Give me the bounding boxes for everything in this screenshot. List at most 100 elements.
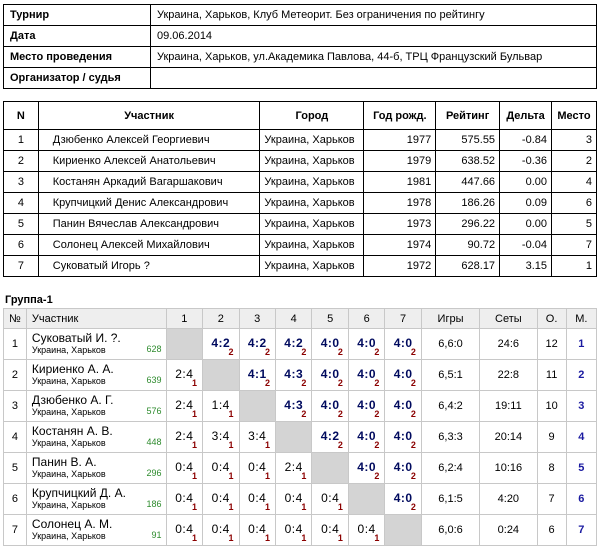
group-points: 11 (536, 359, 567, 391)
match-score: 0:4 (211, 491, 230, 505)
group-diagonal-cell (384, 514, 422, 546)
group-points: 12 (536, 328, 567, 360)
participant-rating: 638.52 (435, 150, 501, 172)
participant-year: 1972 (363, 255, 437, 277)
participant-city: Украина, Харьков (259, 192, 365, 214)
match-score: 4:0 (357, 429, 377, 443)
match-points: 1 (264, 502, 270, 512)
match-result-cell: 2:4 1 (165, 390, 204, 422)
match-result-cell: 4:0 2 (384, 452, 422, 484)
group-diagonal-cell (238, 390, 276, 422)
participants-header: N (3, 101, 39, 130)
match-score: 0:4 (211, 460, 230, 474)
match-points: 2 (337, 440, 343, 450)
match-points: 1 (228, 533, 234, 543)
group-row-n: 3 (3, 390, 27, 422)
participants-header: Дельта (499, 101, 552, 130)
group-sets: 0:24 (479, 514, 538, 546)
info-row: Организатор / судья (3, 67, 597, 89)
group-games: 6,2:4 (420, 452, 481, 484)
participant-n: 2 (3, 150, 39, 172)
group-row-n: 7 (3, 514, 27, 546)
group-row: 5 Панин В. А. Украина, Харьков 296 0:4 1 0:4 1 0… (3, 452, 598, 484)
match-points: 2 (337, 409, 343, 419)
participants-header: Место (551, 101, 597, 130)
group-place: 2 (565, 359, 598, 391)
participant-delta: 0.00 (499, 171, 552, 193)
participant-year: 1974 (363, 234, 437, 256)
match-points: 2 (410, 409, 416, 419)
match-score: 2:4 (175, 429, 194, 443)
group-row-n: 6 (3, 483, 27, 515)
participant-year: 1977 (363, 129, 437, 151)
match-result-cell: 3:4 1 (238, 421, 276, 453)
match-score: 4:0 (393, 491, 413, 505)
match-points: 1 (228, 409, 234, 419)
group-player-city: Украина, Харьков (31, 438, 106, 448)
group-player-city: Украина, Харьков (31, 531, 106, 541)
participant-rating: 575.55 (435, 129, 501, 151)
group-sets: 22:8 (479, 359, 538, 391)
group-player-name: Панин В. А. (31, 455, 97, 469)
match-result-cell: 0:4 1 (238, 452, 276, 484)
group-place: 6 (565, 483, 598, 515)
group-row-n: 1 (3, 328, 27, 360)
info-value: Украина, Харьков, ул.Академика Павлова, … (150, 46, 597, 68)
group-diagonal-cell (274, 421, 313, 453)
group-header-sets: Сеты (479, 308, 538, 329)
group-player-name: Дзюбенко А. Г. (31, 393, 114, 407)
match-result-cell: 4:0 2 (347, 421, 386, 453)
group-player-rating: 296 (146, 468, 162, 478)
match-points: 2 (410, 378, 416, 388)
group-player-name: Суковатый И. ?. (31, 331, 121, 345)
group-sets: 10:16 (479, 452, 538, 484)
match-score: 4:0 (320, 398, 340, 412)
match-result-cell: 0:4 1 (274, 483, 313, 515)
match-points: 1 (192, 409, 198, 419)
match-result-cell: 4:0 2 (347, 328, 386, 360)
participant-row: 1 Дзюбенко Алексей Георгиевич Украина, Хар… (3, 129, 597, 151)
group-player-city: Украина, Харьков (31, 500, 106, 510)
group-games: 6,4:2 (420, 390, 481, 422)
match-points: 2 (374, 347, 380, 357)
match-score: 4:0 (393, 367, 413, 381)
participant-city: Украина, Харьков (259, 255, 365, 277)
match-points: 1 (192, 533, 198, 543)
participant-row: 4 Крупчицкий Денис Александрович Украина, … (3, 192, 597, 214)
group-player-rating: 448 (146, 437, 162, 447)
group-player: Костанян А. В. Украина, Харьков 448 (25, 421, 167, 453)
match-score: 4:0 (320, 336, 340, 350)
group-diagonal-cell (311, 452, 349, 484)
match-points: 1 (264, 533, 270, 543)
match-score: 4:0 (357, 336, 377, 350)
match-result-cell: 0:4 1 (202, 452, 240, 484)
match-result-cell: 4:2 2 (274, 328, 313, 360)
participant-year: 1973 (363, 213, 437, 235)
match-result-cell: 4:3 2 (274, 390, 313, 422)
match-points: 2 (374, 440, 380, 450)
group-place: 5 (565, 452, 598, 484)
participant-n: 1 (3, 129, 39, 151)
match-score: 4:0 (393, 398, 413, 412)
group-points: 10 (536, 390, 567, 422)
group-player-city: Украина, Харьков (31, 469, 106, 479)
group-place: 3 (565, 390, 598, 422)
participants-header: Рейтинг (435, 101, 501, 130)
group-player-city: Украина, Харьков (31, 376, 106, 386)
participant-city: Украина, Харьков (259, 171, 365, 193)
participants-table: N Участник Город Год рожд. Рейтинг Дельта Мест… (3, 101, 597, 277)
match-result-cell: 4:0 2 (384, 390, 422, 422)
match-score: 4:2 (284, 336, 304, 350)
group-player-rating: 639 (146, 375, 162, 385)
participant-delta: -0.04 (499, 234, 552, 256)
group-player-name: Солонец А. М. (31, 517, 113, 531)
match-score: 0:4 (357, 522, 376, 536)
group-place: 4 (565, 421, 598, 453)
match-score: 0:4 (284, 522, 303, 536)
group-player: Дзюбенко А. Г. Украина, Харьков 576 (25, 390, 167, 422)
match-points: 1 (337, 533, 343, 543)
group-points: 9 (536, 421, 567, 453)
participant-rating: 447.66 (435, 171, 501, 193)
match-points: 1 (228, 502, 234, 512)
match-result-cell: 4:0 2 (384, 483, 422, 515)
